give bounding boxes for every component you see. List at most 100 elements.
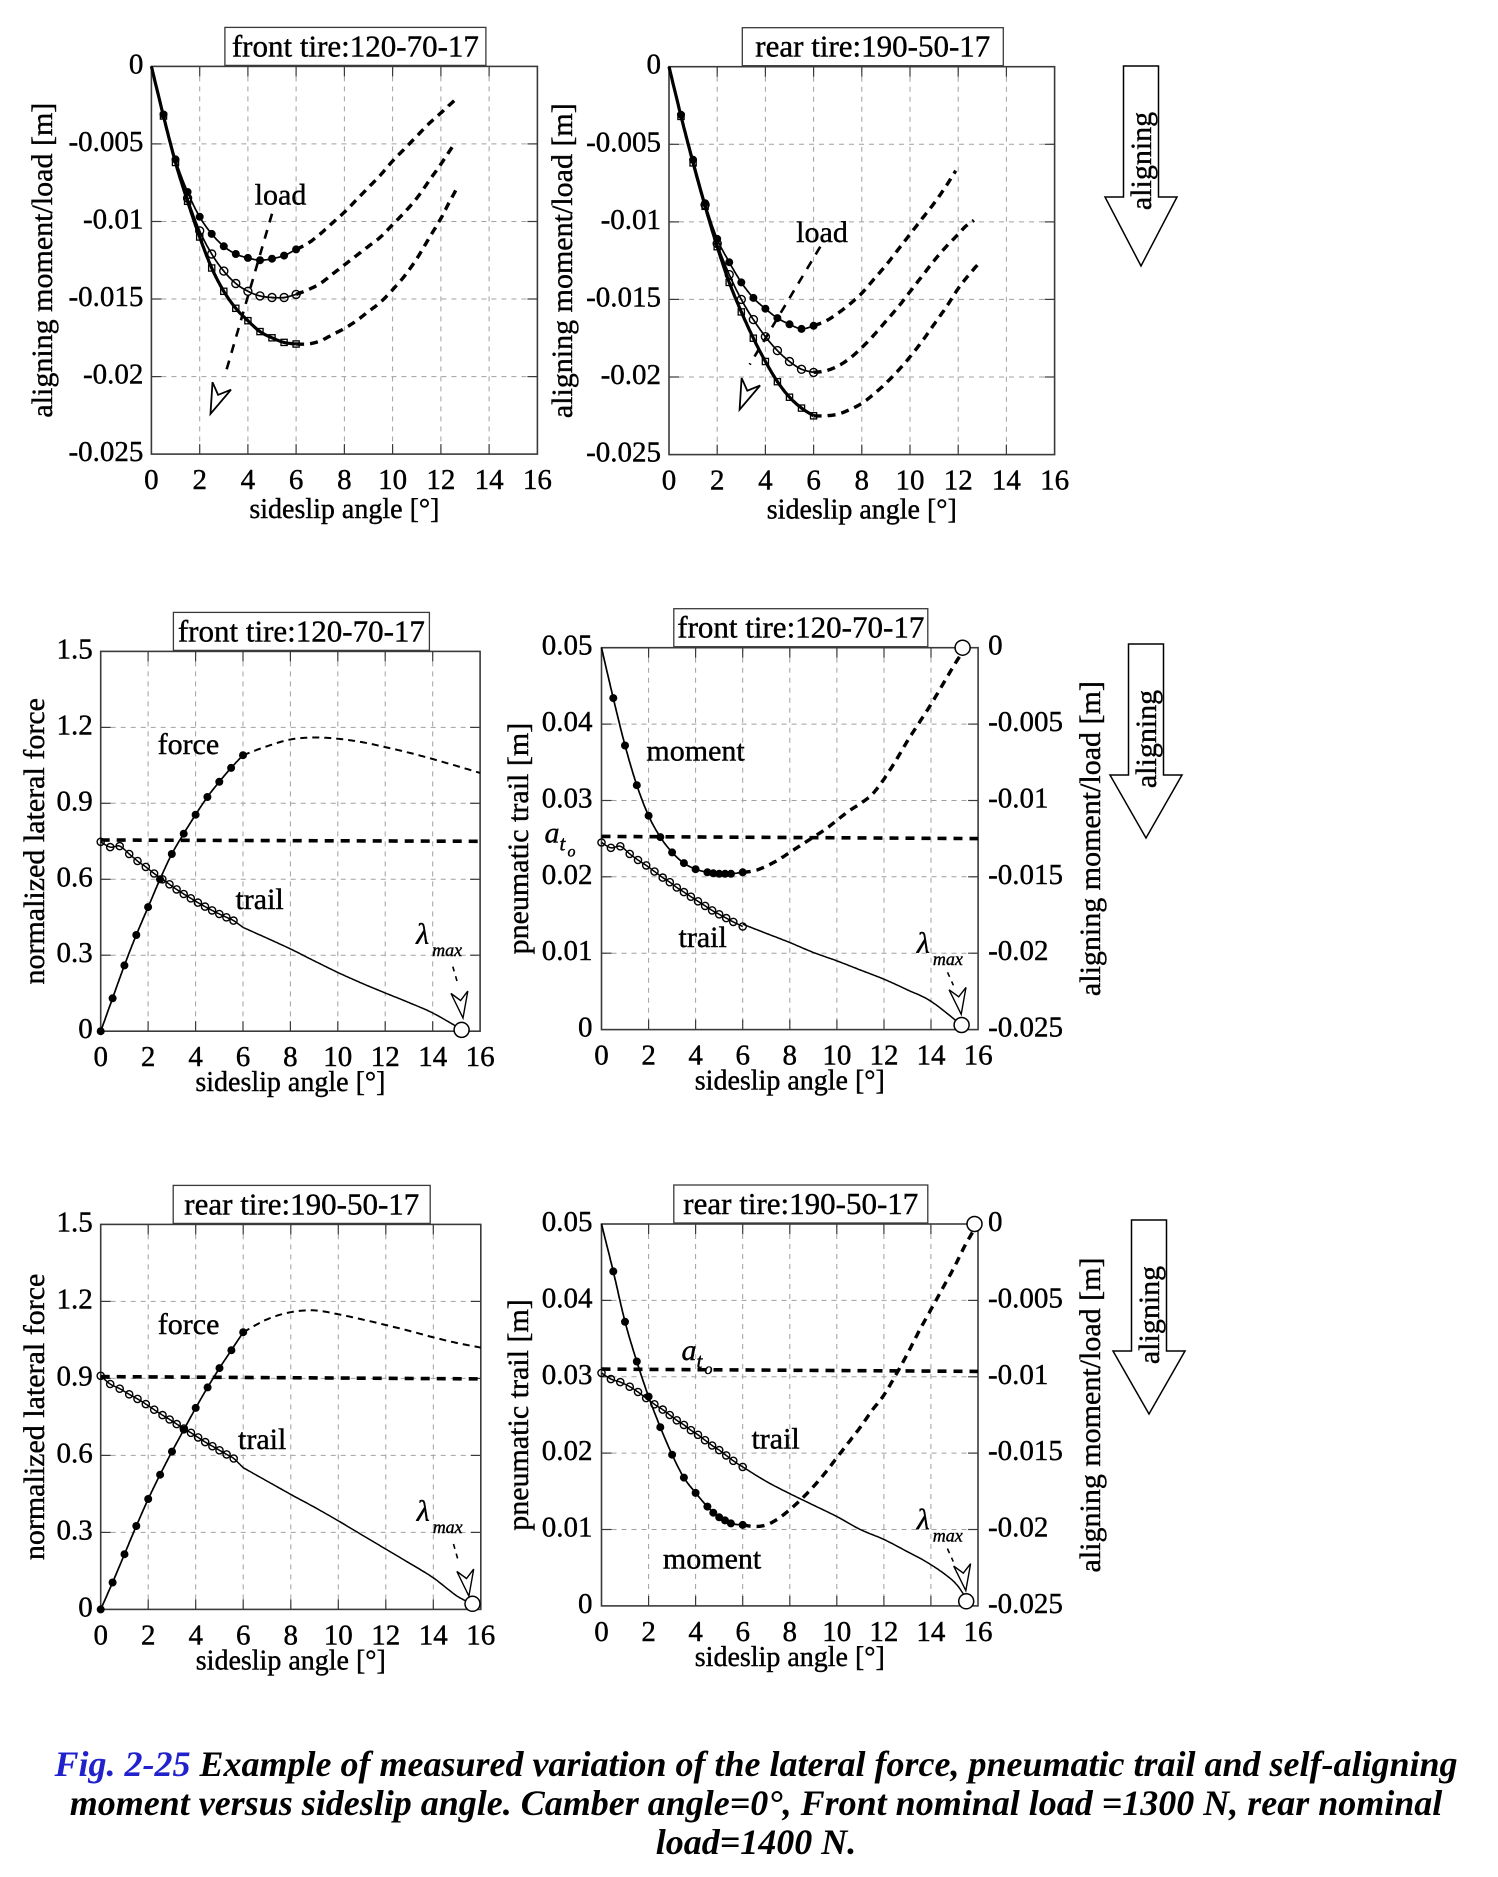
- svg-text:4: 4: [241, 464, 256, 496]
- svg-text:4: 4: [758, 465, 773, 497]
- svg-text:-0.02: -0.02: [83, 359, 143, 391]
- svg-text:6: 6: [236, 1619, 251, 1651]
- svg-text:16: 16: [964, 1616, 993, 1648]
- svg-text:14: 14: [916, 1616, 946, 1648]
- svg-text:sideslip angle [°]: sideslip angle [°]: [767, 495, 957, 526]
- svg-text:0: 0: [93, 1619, 108, 1651]
- svg-text:12: 12: [371, 1619, 400, 1651]
- svg-text:normalized lateral force: normalized lateral force: [18, 698, 51, 985]
- svg-text:6: 6: [806, 465, 821, 497]
- svg-text:8: 8: [283, 1041, 298, 1073]
- svg-text:-0.025: -0.025: [586, 437, 661, 469]
- svg-text:rear tire:190-50-17: rear tire:190-50-17: [755, 29, 990, 64]
- svg-text:-0.015: -0.015: [988, 1435, 1063, 1467]
- svg-text:0.04: 0.04: [542, 706, 593, 738]
- svg-text:16: 16: [964, 1040, 993, 1072]
- svg-text:0: 0: [594, 1040, 609, 1072]
- svg-text:trail: trail: [238, 1423, 286, 1456]
- svg-text:2: 2: [641, 1616, 656, 1648]
- svg-text:-0.015: -0.015: [586, 281, 661, 313]
- svg-text:max: max: [933, 949, 963, 969]
- svg-text:trail: trail: [235, 883, 283, 916]
- svg-text:a: a: [545, 817, 560, 850]
- svg-text:2: 2: [141, 1041, 156, 1073]
- svg-text:4: 4: [688, 1616, 703, 1648]
- svg-text:0.03: 0.03: [542, 783, 593, 815]
- svg-text:4: 4: [688, 1040, 703, 1072]
- svg-text:sideslip angle [°]: sideslip angle [°]: [695, 1642, 885, 1673]
- svg-text:0.6: 0.6: [56, 861, 92, 893]
- svg-text:8: 8: [284, 1619, 299, 1651]
- svg-text:0.6: 0.6: [56, 1437, 92, 1469]
- svg-text:0.05: 0.05: [542, 630, 593, 662]
- svg-text:moment: moment: [663, 1543, 762, 1576]
- svg-text:6: 6: [236, 1041, 251, 1073]
- svg-text:pneumatic trail [m]: pneumatic trail [m]: [502, 723, 535, 955]
- svg-text:8: 8: [337, 464, 352, 496]
- svg-text:-0.005: -0.005: [586, 126, 661, 158]
- svg-text:trail: trail: [679, 921, 727, 954]
- svg-text:0: 0: [578, 1588, 593, 1620]
- svg-text:-0.005: -0.005: [68, 126, 143, 158]
- svg-text:t: t: [697, 1349, 704, 1373]
- svg-text:max: max: [432, 940, 462, 960]
- svg-text:0.05: 0.05: [542, 1206, 593, 1238]
- svg-text:10: 10: [324, 1619, 353, 1651]
- svg-text:0: 0: [78, 1013, 93, 1045]
- svg-text:-0.01: -0.01: [988, 783, 1048, 815]
- svg-text:0.03: 0.03: [542, 1359, 593, 1391]
- svg-text:1.2: 1.2: [56, 709, 92, 741]
- svg-text:aligning moment/load [m]: aligning moment/load [m]: [1074, 681, 1107, 996]
- svg-text:-0.02: -0.02: [988, 1512, 1048, 1544]
- svg-text:sideslip angle [°]: sideslip angle [°]: [195, 1067, 385, 1098]
- svg-text:2: 2: [710, 465, 725, 497]
- svg-text:8: 8: [783, 1616, 798, 1648]
- svg-text:2: 2: [641, 1040, 656, 1072]
- svg-text:o: o: [568, 844, 576, 861]
- svg-text:0: 0: [988, 1206, 1003, 1238]
- svg-text:-0.01: -0.01: [601, 204, 661, 236]
- svg-text:force: force: [158, 728, 220, 761]
- svg-text:0.02: 0.02: [542, 1435, 593, 1467]
- svg-text:o: o: [705, 1361, 713, 1378]
- svg-text:12: 12: [869, 1616, 898, 1648]
- svg-text:sideslip angle [°]: sideslip angle [°]: [249, 494, 439, 525]
- svg-text:λ: λ: [916, 927, 930, 960]
- svg-text:trail: trail: [751, 1423, 799, 1456]
- svg-text:1.5: 1.5: [56, 1206, 92, 1238]
- svg-text:t: t: [560, 832, 567, 856]
- svg-text:load: load: [796, 216, 848, 249]
- svg-text:pneumatic trail [m]: pneumatic trail [m]: [502, 1299, 535, 1531]
- svg-text:1.2: 1.2: [56, 1283, 92, 1315]
- svg-text:-0.01: -0.01: [83, 204, 143, 236]
- svg-text:front tire:120-70-17: front tire:120-70-17: [677, 610, 924, 645]
- svg-text:0: 0: [647, 49, 662, 81]
- svg-text:12: 12: [870, 1040, 899, 1072]
- svg-text:moment: moment: [646, 735, 745, 768]
- svg-text:aligning: aligning: [1125, 112, 1158, 210]
- svg-text:aligning moment/load [m]: aligning moment/load [m]: [1074, 1258, 1107, 1573]
- svg-text:16: 16: [1040, 465, 1069, 497]
- svg-text:normalized lateral force: normalized lateral force: [18, 1274, 51, 1561]
- svg-text:-0.005: -0.005: [988, 706, 1063, 738]
- svg-text:λ: λ: [916, 1504, 930, 1537]
- svg-text:1.5: 1.5: [56, 633, 92, 665]
- svg-text:0.04: 0.04: [542, 1282, 593, 1314]
- svg-text:10: 10: [896, 465, 925, 497]
- svg-text:0.9: 0.9: [56, 785, 92, 817]
- svg-text:0: 0: [988, 630, 1003, 662]
- svg-text:8: 8: [855, 465, 870, 497]
- svg-text:2: 2: [141, 1619, 156, 1651]
- svg-text:-0.025: -0.025: [988, 1012, 1063, 1044]
- svg-text:12: 12: [426, 464, 455, 496]
- svg-text:-0.02: -0.02: [601, 359, 661, 391]
- svg-text:aligning moment/load [m]: aligning moment/load [m]: [546, 103, 579, 418]
- svg-text:sideslip angle [°]: sideslip angle [°]: [695, 1066, 885, 1097]
- svg-text:14: 14: [419, 1619, 449, 1651]
- svg-text:14: 14: [475, 464, 505, 496]
- svg-text:0: 0: [594, 1616, 609, 1648]
- svg-text:0: 0: [129, 48, 144, 80]
- svg-text:6: 6: [735, 1616, 750, 1648]
- svg-text:-0.015: -0.015: [988, 859, 1063, 891]
- svg-text:2: 2: [192, 464, 207, 496]
